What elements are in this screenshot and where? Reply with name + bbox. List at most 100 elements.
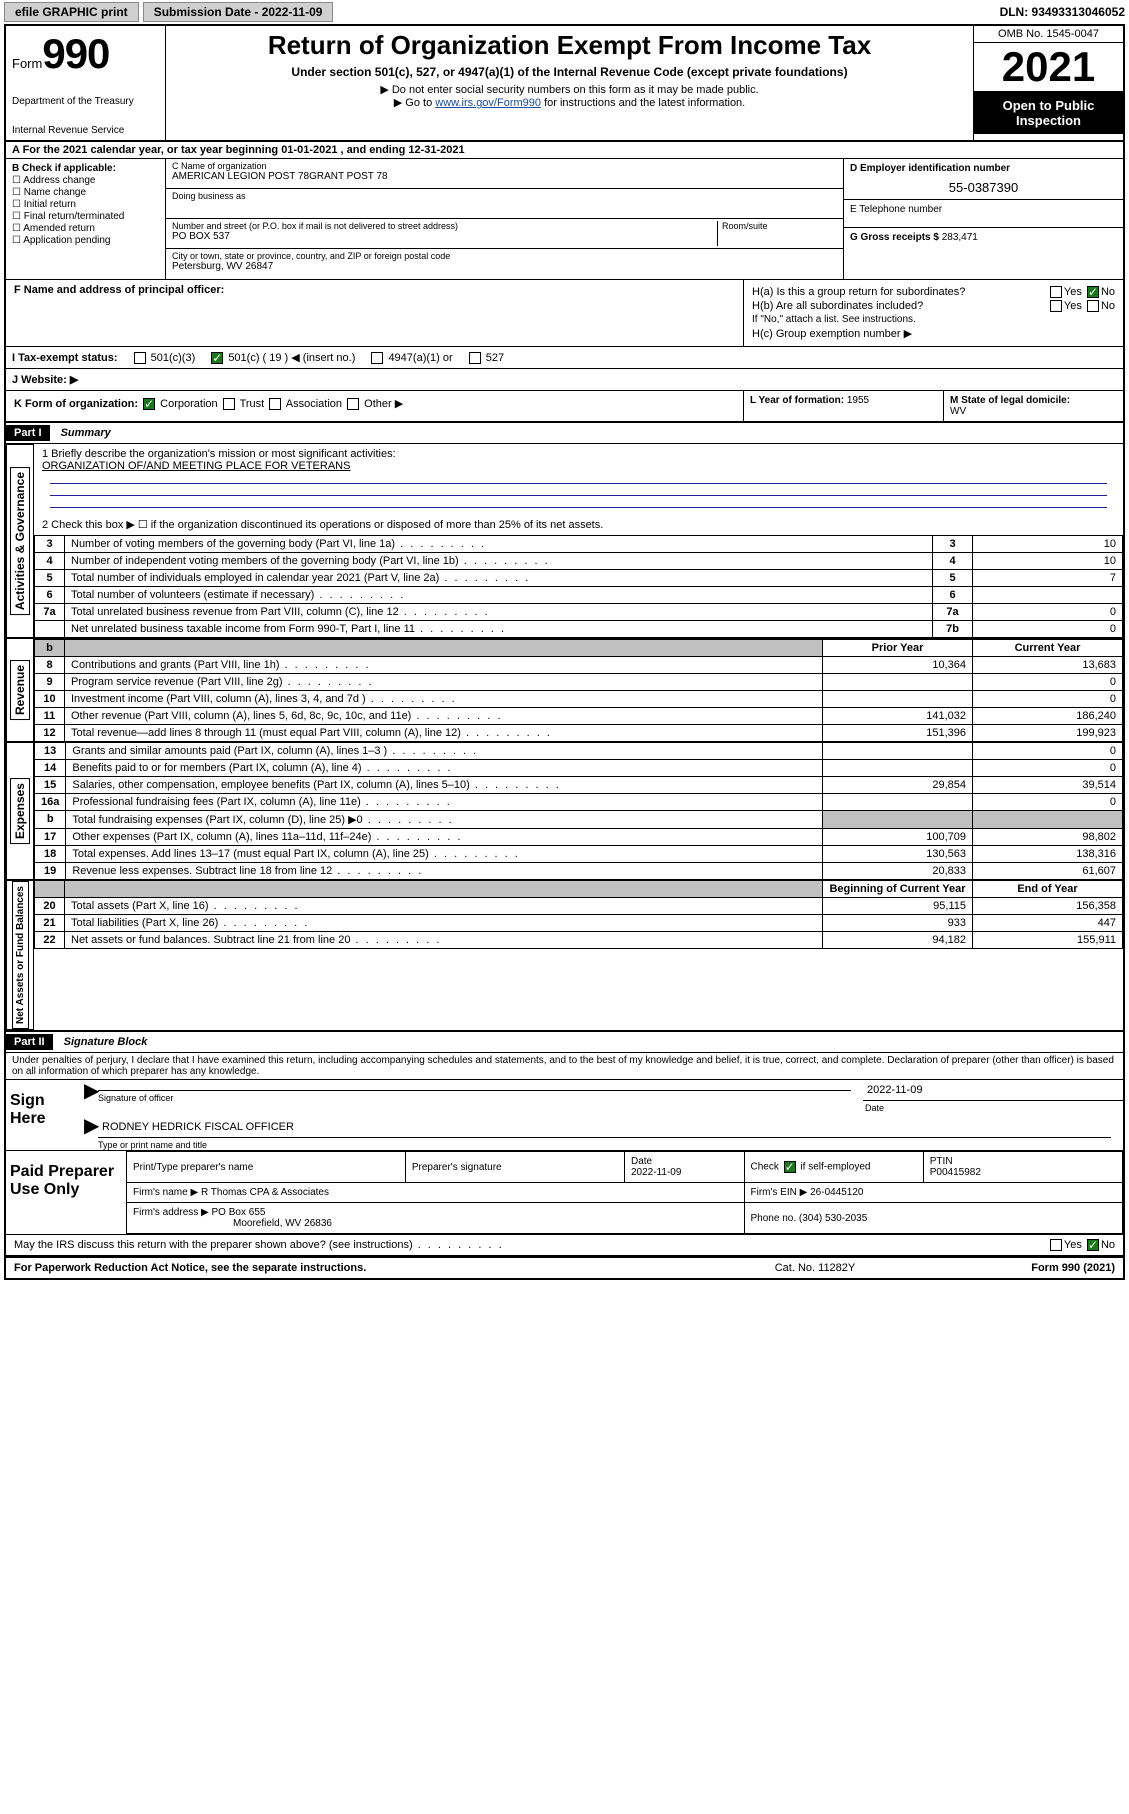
website-row: J Website: ▶ — [6, 369, 1123, 391]
open-public-badge: Open to Public Inspection — [974, 92, 1123, 134]
self-employed-checkbox[interactable] — [784, 1161, 796, 1173]
chk-address-change[interactable]: ☐ Address change — [12, 175, 159, 186]
k-trust-checkbox[interactable] — [223, 398, 235, 410]
ha-yes-checkbox[interactable] — [1050, 286, 1062, 298]
date-lbl: Date — [631, 1156, 652, 1167]
note2-pre: ▶ Go to — [394, 97, 435, 109]
discuss-yes-checkbox[interactable] — [1050, 1239, 1062, 1251]
table-row: 7a Total unrelated business revenue from… — [35, 604, 1123, 621]
row-num — [35, 621, 65, 638]
row-num: 4 — [35, 553, 65, 570]
table-row: 22 Net assets or fund balances. Subtract… — [35, 932, 1123, 949]
part2-badge: Part II — [6, 1034, 53, 1050]
prior-val: 94,182 — [823, 932, 973, 949]
k-org-form: K Form of organization: Corporation Trus… — [6, 391, 743, 421]
row-desc: Total fundraising expenses (Part IX, col… — [66, 811, 823, 829]
top-toolbar: efile GRAPHIC print Submission Date - 20… — [0, 0, 1129, 24]
no-lbl: No — [1101, 300, 1115, 312]
revenue-table: b Prior Year Current Year 8 Contribution… — [34, 638, 1123, 742]
row-num: 9 — [35, 674, 65, 691]
arrow-icon: ▶ — [84, 1113, 99, 1138]
chk-amended[interactable]: ☐ Amended return — [12, 223, 159, 234]
prior-val: 130,563 — [823, 846, 973, 863]
chk-lbl: Initial return — [24, 199, 76, 210]
hb-no-checkbox[interactable] — [1087, 300, 1099, 312]
chk-name-change[interactable]: ☐ Name change — [12, 187, 159, 198]
k-corp-checkbox[interactable] — [143, 398, 155, 410]
revenue-section: Revenue b Prior Year Current Year 8 Cont… — [6, 638, 1123, 742]
address-box: Number and street (or P.O. box if mail i… — [166, 219, 843, 249]
hb-note: If "No," attach a list. See instructions… — [752, 314, 1115, 325]
curr-val: 138,316 — [973, 846, 1123, 863]
omb-number: OMB No. 1545-0047 — [974, 26, 1123, 43]
yes-lbl: Yes — [1064, 286, 1082, 298]
org-name-label: C Name of organization — [172, 161, 837, 171]
row-desc: Program service revenue (Part VIII, line… — [65, 674, 823, 691]
discuss-no-checkbox[interactable] — [1087, 1239, 1099, 1251]
form-note1: ▶ Do not enter social security numbers o… — [174, 83, 965, 96]
501c-checkbox[interactable] — [211, 352, 223, 364]
m-label: M State of legal domicile: — [950, 395, 1070, 406]
ha-no-checkbox[interactable] — [1087, 286, 1099, 298]
row-desc: Total expenses. Add lines 13–17 (must eq… — [66, 846, 823, 863]
org-name-box: C Name of organization AMERICAN LEGION P… — [166, 159, 843, 189]
col-b-header: B Check if applicable: — [12, 163, 116, 174]
firm-name-lbl: Firm's name ▶ — [133, 1187, 198, 1198]
table-row: 14 Benefits paid to or for members (Part… — [35, 760, 1123, 777]
prep-name-label: Print/Type preparer's name — [127, 1152, 406, 1183]
k-assoc-checkbox[interactable] — [269, 398, 281, 410]
blank-cell — [65, 881, 823, 898]
paid-preparer-row: Paid Preparer Use Only Print/Type prepar… — [6, 1151, 1123, 1235]
chk-app-pending[interactable]: ☐ Application pending — [12, 235, 159, 246]
row-desc: Total assets (Part X, line 16) — [65, 898, 823, 915]
j-label: J Website: ▶ — [12, 374, 78, 386]
curr-val: 0 — [973, 794, 1123, 811]
hc-line: H(c) Group exemption number ▶ — [752, 327, 1115, 340]
chk-initial-return[interactable]: ☐ Initial return — [12, 199, 159, 210]
row-desc: Number of voting members of the governin… — [65, 536, 933, 553]
net-side-label: Net Assets or Fund Balances — [6, 880, 34, 1030]
firm-ein-val: 26-0445120 — [810, 1187, 863, 1198]
chk-lbl: Final return/terminated — [24, 211, 125, 222]
header-mid: Return of Organization Exempt From Incom… — [166, 26, 973, 140]
curr-val — [973, 811, 1123, 829]
curr-val: 186,240 — [973, 708, 1123, 725]
tax-year: 2021 — [974, 43, 1123, 92]
q2-label: 2 Check this box ▶ ☐ if the organization… — [42, 518, 1115, 531]
f-h-row: F Name and address of principal officer:… — [6, 280, 1123, 347]
chk-lbl: Application pending — [23, 235, 110, 246]
opt-lbl: Association — [286, 398, 342, 410]
4947-checkbox[interactable] — [371, 352, 383, 364]
527-checkbox[interactable] — [469, 352, 481, 364]
firm-addr-cell: Firm's address ▶ PO Box 655 Moorefield, … — [127, 1203, 745, 1234]
table-row: 8 Contributions and grants (Part VIII, l… — [35, 657, 1123, 674]
table-row: 4 Number of independent voting members o… — [35, 553, 1123, 570]
officer-sig-line: ▶ — [98, 1082, 851, 1091]
curr-val: 0 — [973, 760, 1123, 777]
k-other-checkbox[interactable] — [347, 398, 359, 410]
efile-print-button[interactable]: efile GRAPHIC print — [4, 2, 139, 22]
table-row: 15 Salaries, other compensation, employe… — [35, 777, 1123, 794]
org-name-value: AMERICAN LEGION POST 78GRANT POST 78 — [172, 171, 837, 182]
part2-header-row: Part II Signature Block — [6, 1030, 1123, 1053]
irs-link[interactable]: www.irs.gov/Form990 — [435, 97, 541, 109]
form-note2: ▶ Go to www.irs.gov/Form990 for instruct… — [174, 96, 965, 109]
prior-val — [823, 760, 973, 777]
row-num: 22 — [35, 932, 65, 949]
prep-self-emp-cell: Check if self-employed — [744, 1152, 923, 1183]
row-num: 7a — [35, 604, 65, 621]
hb-label: H(b) Are all subordinates included? — [752, 300, 923, 312]
form-label: Form — [12, 56, 42, 71]
row-num: 15 — [35, 777, 66, 794]
table-row: 12 Total revenue—add lines 8 through 11 … — [35, 725, 1123, 742]
chk-final-return[interactable]: ☐ Final return/terminated — [12, 211, 159, 222]
curr-val: 155,911 — [973, 932, 1123, 949]
row-desc: Professional fundraising fees (Part IX, … — [66, 794, 823, 811]
hb-yes-checkbox[interactable] — [1050, 300, 1062, 312]
identity-row: B Check if applicable: ☐ Address change … — [6, 159, 1123, 280]
expenses-table: 13 Grants and similar amounts paid (Part… — [34, 742, 1123, 880]
501c3-checkbox[interactable] — [134, 352, 146, 364]
chk-lbl: Address change — [23, 175, 95, 186]
row-desc: Number of independent voting members of … — [65, 553, 933, 570]
submission-date-button[interactable]: Submission Date - 2022-11-09 — [143, 2, 334, 22]
